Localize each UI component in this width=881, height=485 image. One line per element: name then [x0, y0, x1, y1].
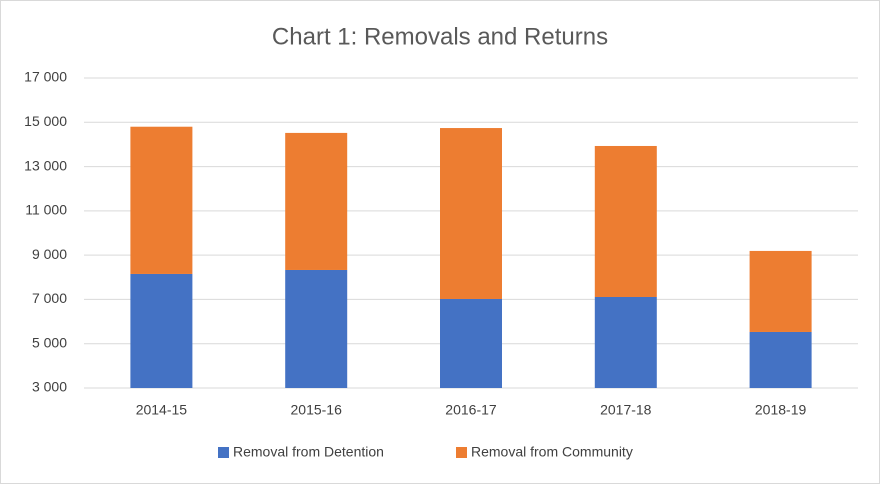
bar-segment: [440, 128, 502, 299]
y-tick-label: 17 000: [24, 69, 67, 85]
bar-segment: [130, 273, 193, 388]
x-tick-label: 2017-18: [600, 402, 652, 418]
bar-segment: [130, 126, 193, 274]
bar-segment: [285, 269, 348, 388]
bar-segment: [440, 298, 502, 388]
x-tick-label: 2015-16: [291, 402, 343, 418]
y-tick-label: 15 000: [24, 113, 67, 129]
y-tick-label: 11 000: [25, 202, 67, 218]
y-tick-label: 7 000: [32, 290, 67, 306]
x-tick-label: 2018-19: [755, 402, 807, 418]
bar-segment: [594, 296, 657, 388]
legend-swatch: [456, 447, 467, 458]
chart-title: Chart 1: Removals and Returns: [272, 23, 608, 50]
legend-label: Removal from Detention: [233, 444, 384, 460]
bar-segment: [285, 132, 348, 270]
bar-segment: [749, 331, 812, 388]
y-tick-label: 5 000: [32, 334, 67, 350]
legend-swatch: [218, 447, 229, 458]
x-tick-label: 2016-17: [445, 402, 497, 418]
y-tick-label: 13 000: [24, 157, 67, 173]
bar-segment: [749, 250, 812, 332]
legend-label: Removal from Community: [471, 444, 633, 460]
y-tick-label: 9 000: [32, 246, 67, 262]
y-tick-label: 3 000: [32, 379, 67, 395]
x-tick-label: 2014-15: [136, 402, 188, 418]
bar-segment: [594, 145, 657, 297]
